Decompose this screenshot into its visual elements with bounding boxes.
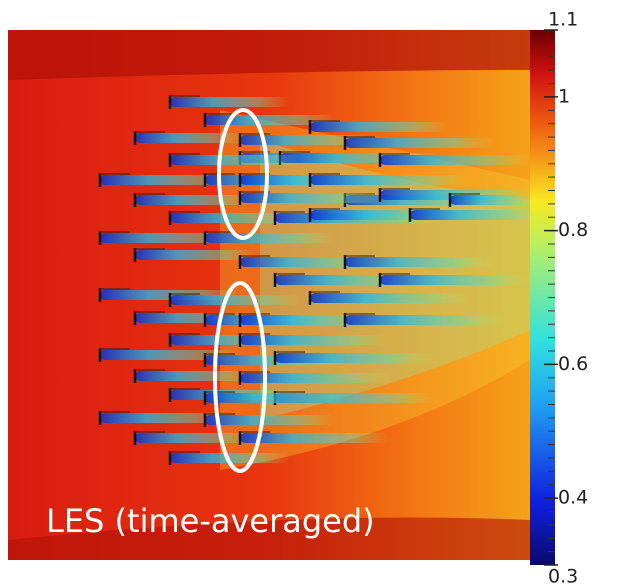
wake	[310, 293, 470, 303]
wake	[170, 213, 300, 223]
colorbar-ticks: 1.1 1 0.8 0.6 0.4 0.3	[544, 9, 588, 586]
colorbar-tick-label: 0.3	[548, 566, 578, 586]
colorbar-tick-label: 0.6	[558, 353, 588, 375]
wake	[205, 415, 335, 425]
wake	[205, 393, 345, 403]
wake	[205, 233, 335, 243]
colorbar-tick-label: 1.1	[548, 9, 578, 31]
wake	[135, 195, 255, 205]
wake	[170, 453, 290, 463]
caption: LES (time-averaged)	[46, 502, 375, 540]
highlight-ellipse	[213, 281, 267, 473]
wake	[275, 353, 435, 363]
wake	[310, 122, 450, 132]
wake	[345, 315, 505, 325]
wake	[170, 97, 290, 107]
wake	[170, 155, 300, 165]
wake	[240, 373, 390, 383]
wake	[205, 115, 335, 125]
wake	[135, 250, 255, 260]
wake	[310, 175, 470, 185]
wake	[380, 275, 530, 285]
wake	[240, 433, 390, 443]
wake	[380, 155, 530, 165]
flow-field	[8, 30, 530, 560]
wake	[345, 138, 495, 148]
wake	[450, 195, 530, 205]
highlight-ellipse	[217, 108, 269, 240]
colorbar-tick-label: 1	[558, 85, 570, 107]
wake	[240, 135, 370, 145]
wake	[240, 335, 390, 345]
colorbar-tick-label: 0.8	[558, 219, 588, 241]
wake	[345, 257, 495, 267]
wake	[135, 433, 255, 443]
wake	[135, 371, 255, 381]
colorbar-tick-label: 0.4	[558, 487, 588, 509]
wake	[100, 413, 230, 423]
wake	[135, 133, 245, 143]
wake	[410, 210, 530, 220]
wake	[170, 295, 300, 305]
wake	[240, 193, 380, 203]
